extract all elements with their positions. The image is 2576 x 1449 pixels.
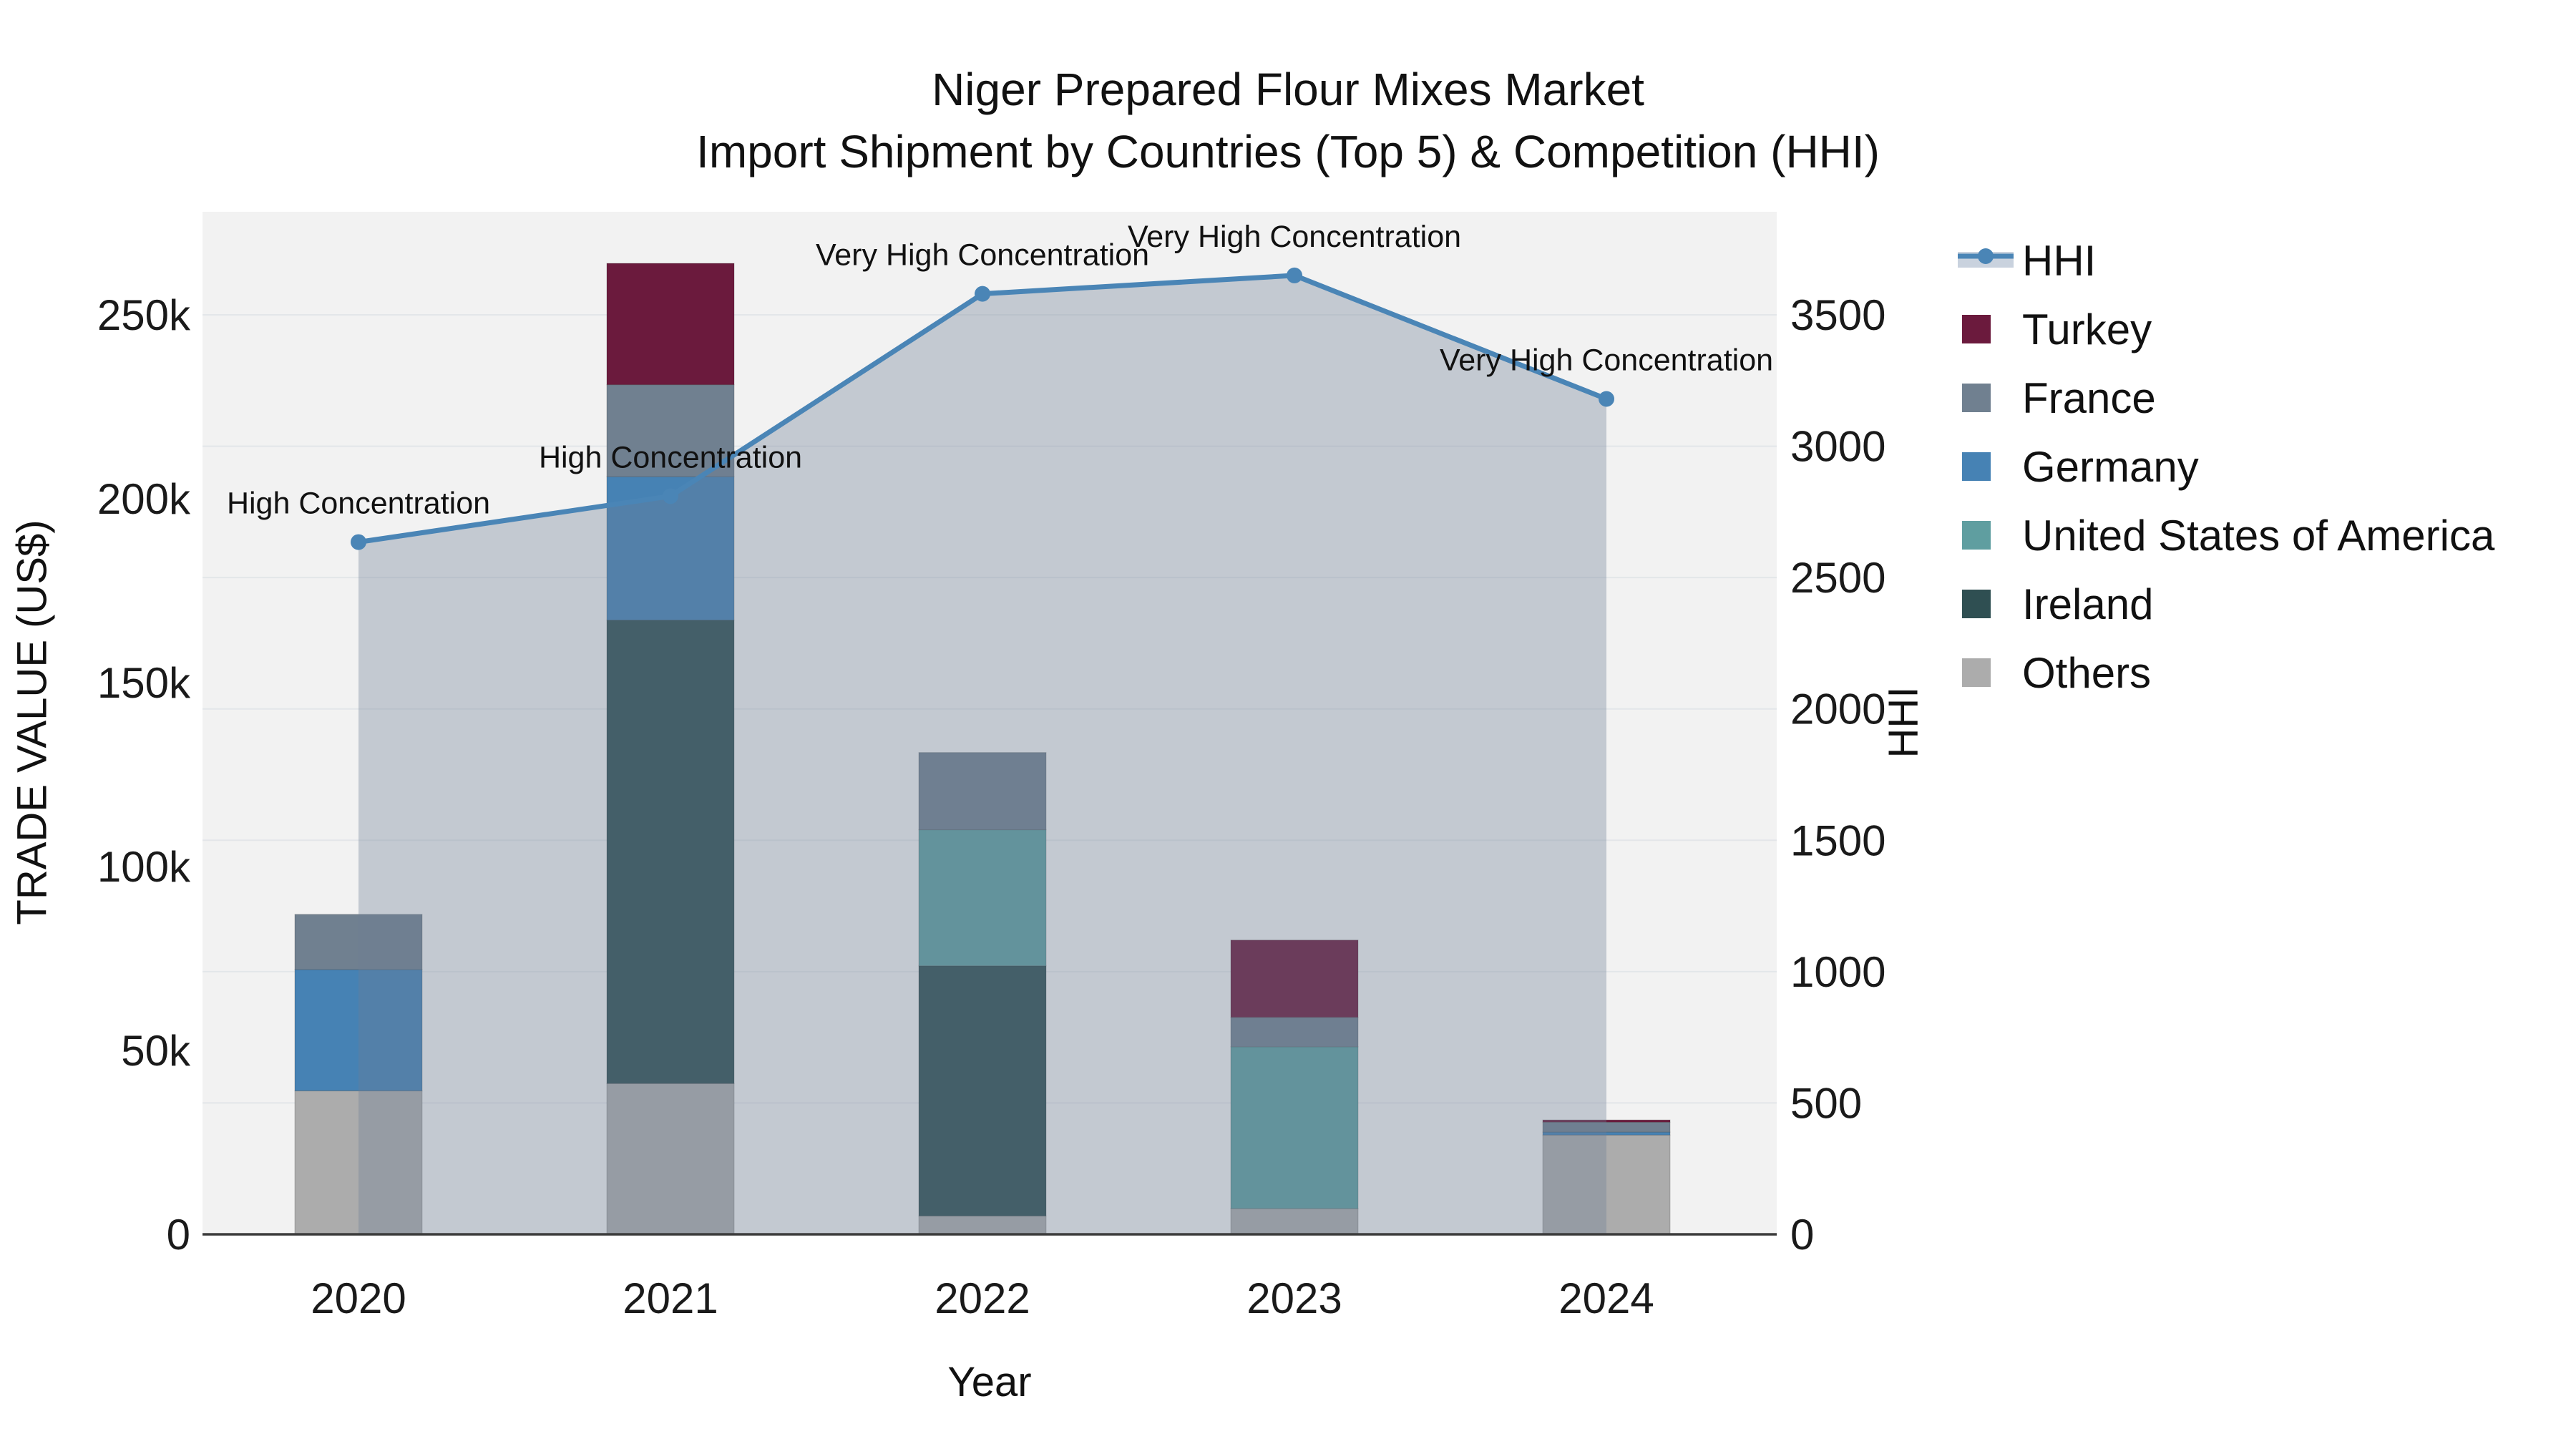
bar-segment-2023-france — [1230, 1017, 1359, 1048]
chart-subtitle: Import Shipment by Countries (Top 5) & C… — [696, 126, 1880, 177]
legend-label: Turkey — [2022, 306, 2152, 353]
y-right-tick-1500: 1500 — [1790, 816, 1885, 864]
annotation-2024: Very High Concentration — [1440, 343, 1773, 377]
legend-swatch-icon — [1962, 590, 1991, 618]
x-tick-2022: 2022 — [935, 1274, 1030, 1322]
y-left-tick-50k: 50k — [121, 1027, 191, 1075]
legend-hhi-marker-icon — [1978, 248, 1994, 264]
x-tick-2023: 2023 — [1246, 1274, 1342, 1322]
bar-segment-2024-others — [1542, 1134, 1671, 1235]
hhi-marker-2021 — [663, 488, 678, 504]
bar-segment-2022-united-states-of-america — [918, 829, 1047, 967]
y-left-tick-150k: 150k — [97, 659, 191, 707]
legend-item-others[interactable]: Others — [1962, 649, 2151, 697]
bar-segment-2023-others — [1230, 1208, 1359, 1235]
annotation-2022: Very High Concentration — [816, 238, 1149, 273]
legend-item-ireland[interactable]: Ireland — [1962, 580, 2153, 628]
hhi-marker-2022 — [975, 286, 990, 302]
bar-segment-2021-france — [606, 384, 735, 477]
legend-item-france[interactable]: France — [1962, 374, 2156, 422]
legend-swatch-icon — [1962, 452, 1991, 481]
bar-segment-2023-turkey — [1230, 940, 1359, 1018]
annotation-2020: High Concentration — [227, 487, 490, 521]
y-left-tick-100k: 100k — [97, 843, 191, 891]
legend-label: HHI — [2022, 237, 2096, 285]
bar-segment-2020-germany — [294, 969, 423, 1092]
legend-label: Ireland — [2022, 580, 2153, 628]
legend-label: Others — [2022, 649, 2151, 697]
legend-item-germany[interactable]: Germany — [1962, 443, 2199, 491]
legend-label: United States of America — [2022, 512, 2495, 560]
legend-label: Germany — [2022, 443, 2199, 491]
bar-segment-2023-united-states-of-america — [1230, 1046, 1359, 1209]
annotation-2021: High Concentration — [539, 440, 802, 474]
bar-segment-2022-france — [918, 752, 1047, 831]
x-tick-2020: 2020 — [311, 1274, 406, 1322]
legend-item-turkey[interactable]: Turkey — [1962, 306, 2152, 353]
bar-segment-2021-turkey — [606, 263, 735, 386]
legend-label: France — [2022, 374, 2156, 422]
legend-swatch-icon — [1962, 521, 1991, 550]
bar-segment-2024-turkey — [1542, 1119, 1671, 1123]
y-left-tick-200k: 200k — [97, 475, 191, 523]
hhi-area-fill — [358, 275, 1606, 1234]
y-right-tick-2500: 2500 — [1790, 554, 1885, 602]
y-left-tick-250k: 250k — [97, 291, 191, 339]
bar-segment-2022-ireland — [918, 965, 1047, 1216]
bar-segment-2021-ireland — [606, 620, 735, 1084]
y-right-tick-0: 0 — [1790, 1211, 1814, 1259]
hhi-marker-2024 — [1599, 391, 1614, 407]
legend-swatch-icon — [1962, 384, 1991, 412]
x-tick-2021: 2021 — [623, 1274, 718, 1322]
y-axis-title-right: HHI — [1880, 686, 1927, 758]
y-right-tick-500: 500 — [1790, 1079, 1862, 1127]
legend-item-hhi[interactable]: HHI — [1958, 237, 2096, 285]
legend-item-united-states-of-america[interactable]: United States of America — [1962, 512, 2495, 560]
bar-segment-2020-others — [294, 1091, 423, 1235]
legend-swatch-icon — [1962, 315, 1991, 343]
x-tick-2024: 2024 — [1558, 1274, 1654, 1322]
chart-title: Niger Prepared Flour Mixes Market — [932, 64, 1644, 115]
y-axis-title-left: TRADE VALUE (US$) — [9, 519, 56, 925]
annotation-2023: Very High Concentration — [1128, 220, 1461, 254]
bar-segment-2020-france — [294, 914, 423, 970]
y-left-tick-0: 0 — [167, 1211, 190, 1259]
y-right-tick-2000: 2000 — [1790, 686, 1885, 733]
y-right-tick-3000: 3000 — [1790, 423, 1885, 471]
hhi-marker-2023 — [1287, 267, 1302, 283]
y-right-tick-1000: 1000 — [1790, 948, 1885, 996]
hhi-marker-2020 — [351, 534, 366, 550]
x-axis-title: Year — [947, 1359, 1032, 1405]
y-right-tick-3500: 3500 — [1790, 291, 1885, 339]
legend-swatch-icon — [1962, 658, 1991, 687]
